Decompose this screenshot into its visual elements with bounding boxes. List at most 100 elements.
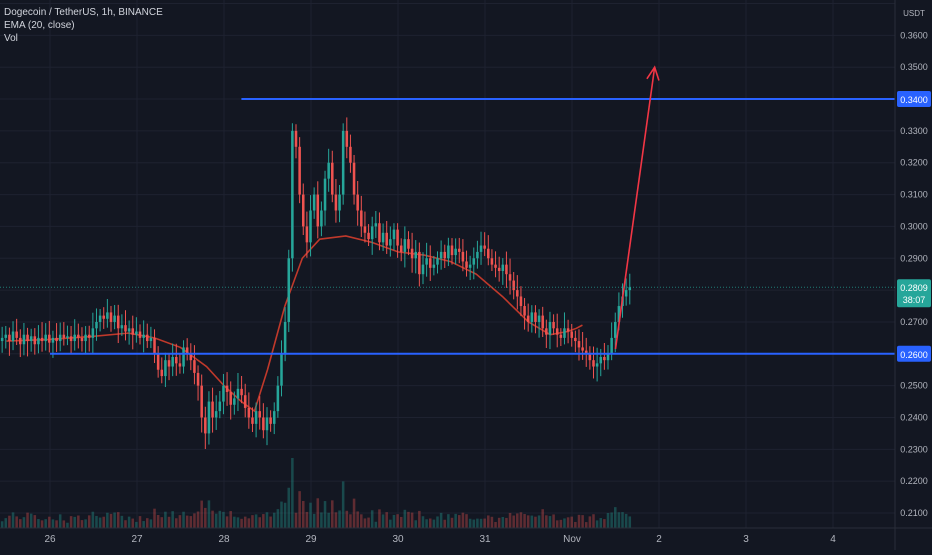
candle-body — [389, 239, 392, 246]
volume-bar — [595, 520, 599, 528]
volume-bar — [599, 518, 603, 528]
y-tick-label: 0.2700 — [900, 317, 928, 327]
candle-body — [200, 385, 203, 418]
volume-bar — [51, 519, 55, 528]
current-price-label: 0.2809 — [900, 283, 928, 293]
volume-bar — [468, 518, 472, 528]
candle-body — [135, 331, 138, 335]
candle-body — [613, 321, 617, 338]
volume-bar — [69, 516, 73, 528]
volume-bar — [153, 508, 156, 528]
candle-body — [418, 251, 421, 275]
candle-body — [291, 130, 294, 259]
volume-bar — [301, 500, 305, 528]
candle-body — [305, 226, 309, 243]
candle-body — [403, 239, 407, 252]
candle-body — [312, 194, 316, 211]
volume-bar — [338, 510, 341, 528]
chart-legend: Dogecoin / TetherUS, 1h, BINANCE EMA (20… — [4, 6, 163, 45]
volume-bar — [156, 514, 160, 528]
candle-body — [443, 251, 447, 259]
volume-bar — [200, 500, 203, 528]
volume-bar — [432, 519, 436, 528]
candle-body — [189, 353, 193, 361]
volume-bar — [167, 516, 171, 528]
volume-bar — [0, 521, 4, 528]
volume-bar — [276, 509, 280, 528]
candle-body — [62, 334, 66, 338]
candle-body — [349, 146, 352, 163]
volume-bar — [312, 513, 316, 528]
volume-bar — [131, 518, 135, 528]
candle-body — [15, 331, 18, 338]
volume-bar — [472, 519, 476, 528]
volume-bar — [566, 517, 570, 528]
candle-body — [58, 334, 62, 342]
volume-bar — [526, 515, 530, 528]
volume-bar — [164, 511, 167, 528]
volume-bar — [356, 511, 359, 528]
volume-bar — [352, 498, 356, 528]
candle-body — [534, 312, 537, 322]
candle-body — [44, 334, 47, 342]
candle-body — [461, 251, 465, 262]
candle-body — [599, 356, 603, 364]
candle-body — [606, 353, 610, 361]
volume-bar — [287, 487, 291, 528]
volume-bar — [367, 517, 370, 528]
candle-body — [66, 336, 69, 338]
volume-bar — [552, 514, 555, 528]
volume-bar — [363, 518, 367, 528]
candle-body — [254, 411, 258, 424]
volume-legend[interactable]: Vol — [4, 33, 18, 44]
candle-body — [149, 337, 153, 342]
volume-bar — [320, 512, 323, 528]
volume-bar — [11, 512, 15, 528]
candle-body — [508, 274, 512, 281]
volume-bar — [116, 512, 120, 528]
volume-bar — [15, 516, 18, 528]
ema-legend[interactable]: EMA (20, close) — [4, 20, 75, 31]
candle-body — [428, 258, 432, 268]
candle-body — [581, 347, 584, 351]
y-tick-label: 0.3600 — [900, 30, 928, 40]
volume-bar — [428, 518, 432, 528]
volume-bar — [534, 516, 537, 528]
candle-body — [497, 267, 501, 272]
y-tick-label: 0.2100 — [900, 508, 928, 518]
volume-bar — [193, 513, 196, 528]
volume-bar — [396, 514, 399, 528]
candle-body — [505, 264, 508, 275]
candle-body — [334, 194, 338, 211]
volume-bar — [135, 521, 138, 528]
candle-body — [331, 162, 334, 195]
candle-body — [374, 223, 378, 227]
candle-body — [214, 411, 218, 418]
candle-body — [490, 258, 494, 265]
candle-body — [436, 258, 439, 265]
volume-bar — [439, 512, 443, 528]
volume-bar — [262, 514, 265, 528]
candle-body — [301, 194, 305, 227]
volume-bar — [124, 520, 127, 528]
candle-body — [363, 226, 367, 233]
volume-bar — [479, 518, 483, 528]
volume-bar — [341, 481, 345, 528]
y-tick-label: 0.2900 — [900, 253, 928, 263]
volume-bar — [95, 515, 98, 528]
candle-body — [320, 210, 323, 227]
volume-bar — [87, 515, 91, 528]
candle-body — [69, 336, 73, 342]
projection-arrow[interactable] — [614, 67, 656, 350]
volume-bar — [182, 511, 185, 528]
volume-bars — [0, 458, 632, 528]
candle-body — [280, 353, 283, 386]
horizontal-levels[interactable] — [50, 98, 895, 355]
projection-arrow-group[interactable] — [614, 65, 660, 350]
volume-bar — [555, 520, 559, 528]
symbol-title[interactable]: Dogecoin / TetherUS, 1h, BINANCE — [4, 7, 163, 18]
candle-body — [102, 315, 106, 319]
volume-bar — [236, 517, 240, 528]
